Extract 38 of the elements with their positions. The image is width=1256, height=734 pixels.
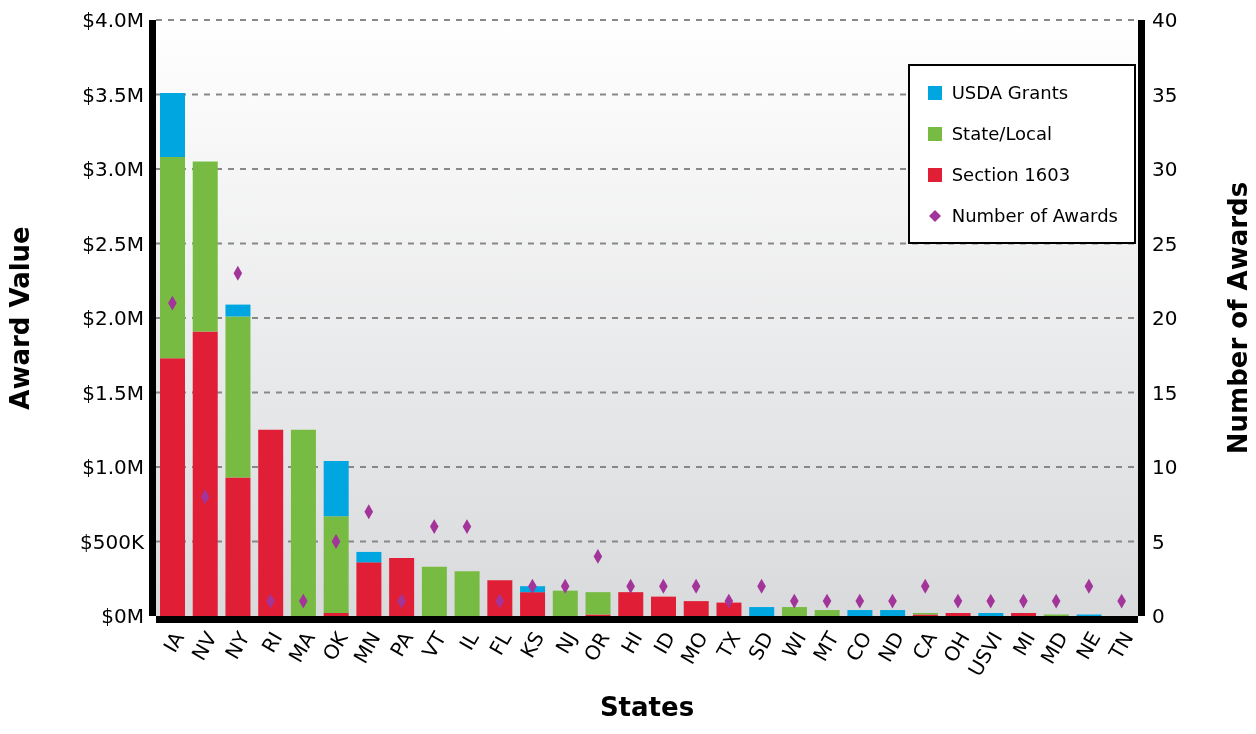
x-tick-label: WI: [777, 627, 811, 662]
legend-label: State/Local: [951, 123, 1053, 144]
x-tick-label: HI: [616, 627, 648, 658]
y-tick-label: $4.0M: [82, 8, 144, 33]
y-tick-label: $1.0M: [82, 455, 144, 480]
x-tick-label: NE: [1070, 627, 1106, 664]
x-tick-label: VT: [417, 626, 452, 663]
y2-tick-label: 25: [1152, 231, 1178, 256]
x-tick-label: CA: [907, 627, 943, 664]
y2-tick-label: 35: [1152, 82, 1178, 107]
x-tick-label: IL: [454, 626, 485, 655]
x-tick-label: NY: [220, 626, 255, 664]
x-tick-label: TX: [711, 627, 746, 663]
y2-axis-title: Number of Awards: [1223, 181, 1254, 455]
x-tick-label: PA: [385, 627, 419, 661]
y-tick-label: $2.5M: [82, 231, 144, 256]
x-tick-label: SD: [743, 627, 779, 664]
x-tick-label: KS: [515, 627, 550, 662]
x-tick-label: TN: [1103, 627, 1139, 665]
legend-label: Section 1603: [951, 164, 1071, 185]
x-axis-title: States: [599, 692, 695, 722]
y-tick-label: $2.0M: [82, 306, 144, 331]
y2-tick-label: 10: [1152, 455, 1178, 480]
y-axis-title: Award Value: [5, 226, 36, 410]
y-tick-label: $3.0M: [82, 157, 144, 182]
y2-tick-label: 40: [1152, 8, 1178, 33]
x-tick-label: FL: [484, 626, 517, 660]
y2-tick-label: 30: [1152, 157, 1178, 182]
y-tick-label: $0M: [101, 604, 144, 629]
y-tick-label: $500K: [79, 529, 145, 554]
legend-label: Number of Awards: [951, 205, 1118, 226]
y-tick-label: $3.5M: [82, 82, 144, 107]
y2-tick-label: 20: [1152, 306, 1178, 331]
y-tick-label: $1.5M: [82, 380, 144, 405]
legend-label: USDA Grants: [951, 82, 1069, 103]
y2-tick-label: 15: [1152, 380, 1178, 405]
y2-tick-label: 5: [1152, 529, 1165, 554]
y2-tick-label: 0: [1152, 604, 1165, 629]
